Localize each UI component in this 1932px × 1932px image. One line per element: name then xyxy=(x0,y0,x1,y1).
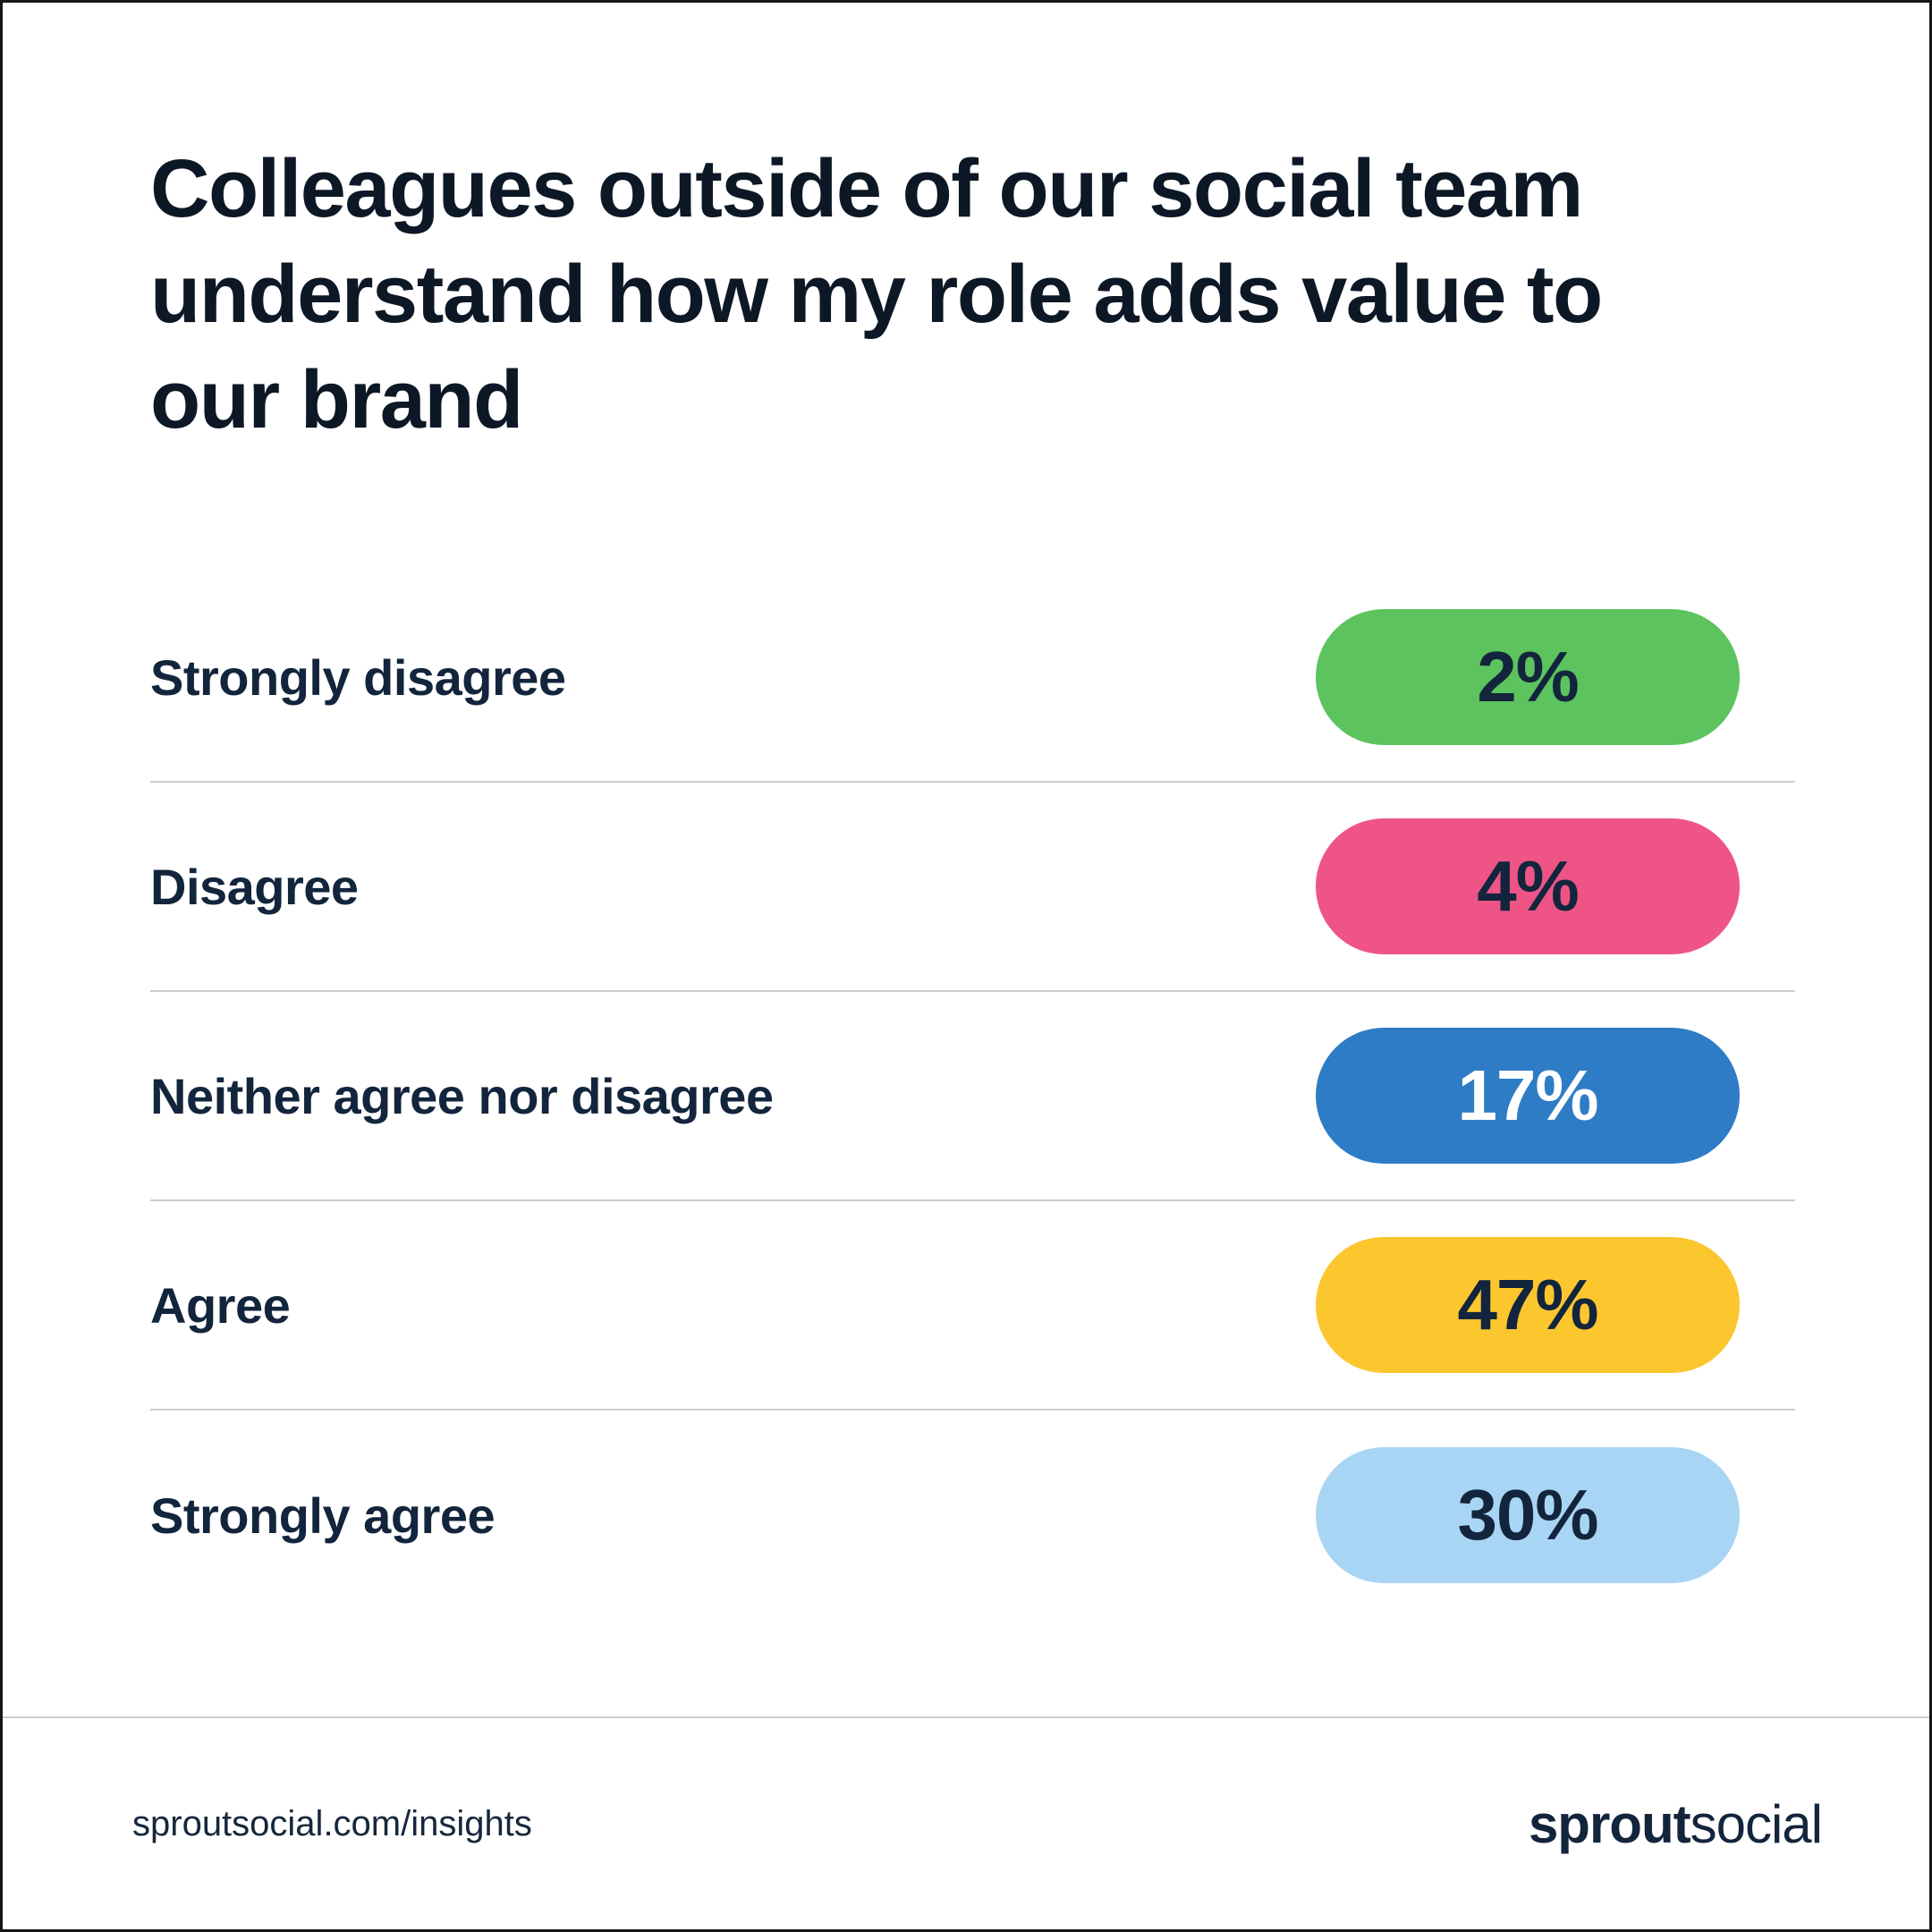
chart-row: Neither agree nor disagree 17% xyxy=(150,992,1795,1202)
value-pill: 30% xyxy=(1316,1447,1740,1584)
category-label: Strongly agree xyxy=(150,1487,496,1544)
value-label: 30% xyxy=(1457,1475,1598,1555)
category-label: Disagree xyxy=(150,858,359,915)
chart-row: Disagree 4% xyxy=(150,783,1795,993)
chart-row: Strongly disagree 2% xyxy=(150,573,1795,784)
value-pill: 4% xyxy=(1316,818,1740,955)
chart-row: Agree 47% xyxy=(150,1201,1795,1411)
value-label: 17% xyxy=(1457,1055,1598,1136)
category-label: Neither agree nor disagree xyxy=(150,1067,774,1124)
category-label: Agree xyxy=(150,1276,291,1334)
chart-row: Strongly agree 30% xyxy=(150,1411,1795,1620)
chart-content: Colleagues outside of our social team un… xyxy=(3,3,1929,1716)
value-label: 4% xyxy=(1477,846,1580,927)
value-label: 47% xyxy=(1457,1265,1598,1345)
footer: sproutsocial.com/insights sproutsocial xyxy=(3,1716,1929,1929)
chart-title: Colleagues outside of our social team un… xyxy=(150,143,1603,445)
logo-text-social: social xyxy=(1690,1793,1823,1854)
value-label: 2% xyxy=(1477,637,1580,717)
category-label: Strongly disagree xyxy=(150,648,566,706)
value-pill: 17% xyxy=(1316,1028,1740,1165)
chart-rows: Strongly disagree 2% Disagree 4% Neither agr… xyxy=(150,573,1795,1620)
value-pill: 47% xyxy=(1316,1237,1740,1374)
value-pill: 2% xyxy=(1316,609,1740,746)
sprout-social-logo: sproutsocial xyxy=(1528,1793,1823,1855)
logo-text-sprout: sprout xyxy=(1528,1793,1691,1854)
footer-url: sproutsocial.com/insights xyxy=(132,1803,532,1843)
